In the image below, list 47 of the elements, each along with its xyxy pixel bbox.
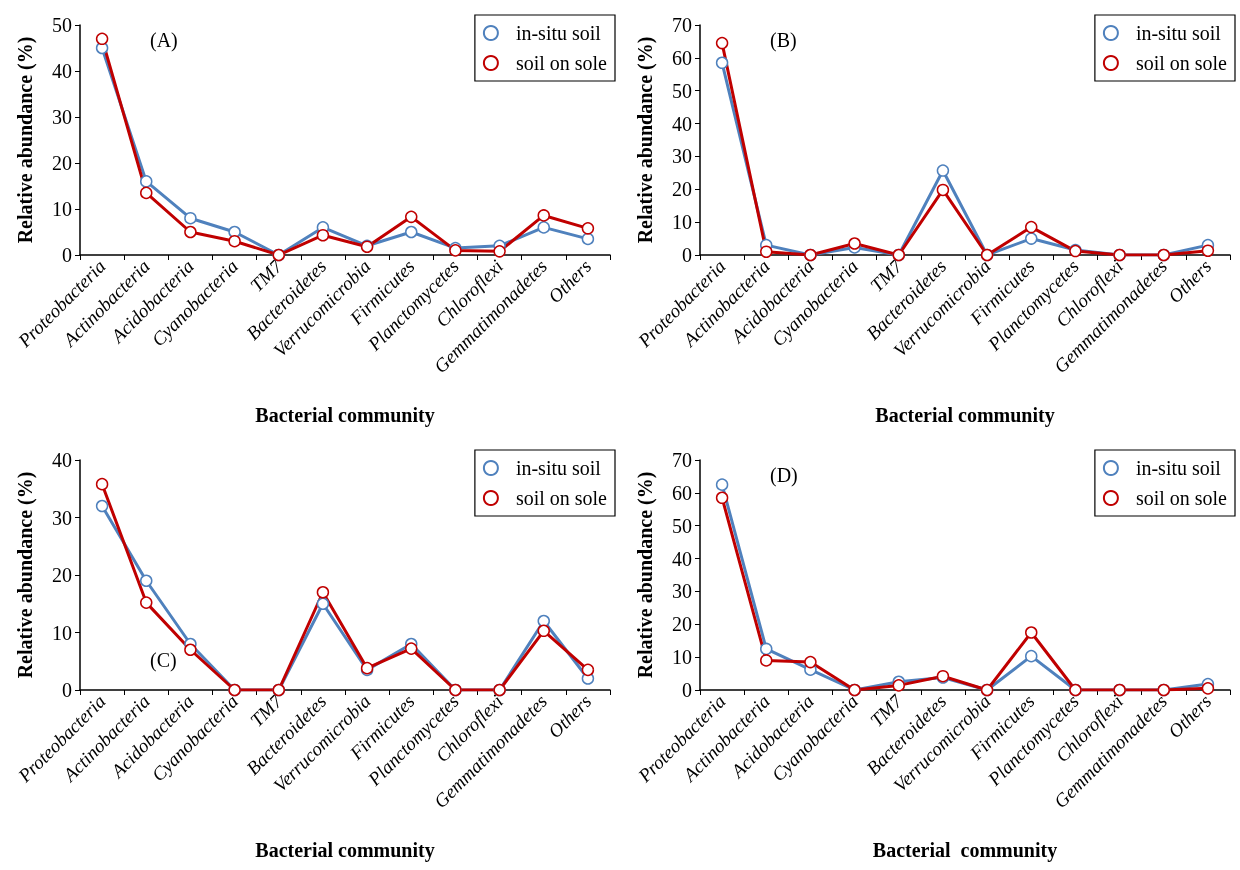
y-tick-label: 30: [52, 106, 72, 128]
y-tick-label: 10: [52, 198, 72, 220]
annotation: (B): [770, 29, 797, 52]
y-axis-title: Relative abundance (%): [14, 471, 37, 679]
y-tick-label: 30: [672, 580, 692, 603]
x-axis-title: Bacterial community: [875, 404, 1055, 427]
legend-label: soil on sole: [515, 52, 608, 74]
y-tick-label: 40: [52, 449, 72, 471]
y-axis-title: Relative abundance (%): [634, 36, 657, 244]
annotation: (D): [770, 464, 798, 487]
y-tick-label: 30: [52, 506, 72, 529]
x-axis-title: Bacterial community: [255, 839, 435, 862]
y-tick-label: 20: [672, 613, 692, 636]
y-tick-label: 40: [672, 112, 692, 135]
y-tick-label: 0: [682, 679, 692, 701]
y-tick-label: 20: [52, 152, 72, 174]
legend-label: soil on sole: [1135, 487, 1228, 509]
y-tick-label: 60: [672, 46, 692, 69]
y-tick-label: 10: [52, 621, 72, 644]
y-tick-label: 30: [672, 145, 692, 168]
legend-label: in-situ soil: [515, 22, 602, 44]
legend-label: soil on sole: [515, 487, 608, 509]
annotation: (C): [150, 649, 177, 672]
y-tick-label: 50: [672, 514, 692, 537]
legend-label: in-situ soil: [1135, 457, 1222, 479]
y-axis-title: Relative abundance (%): [634, 471, 657, 679]
legend-label: soil on sole: [1135, 52, 1228, 74]
legend-label: in-situ soil: [515, 457, 602, 479]
y-tick-label: 10: [672, 646, 692, 669]
y-tick-label: 10: [672, 211, 692, 234]
y-tick-label: 20: [52, 564, 72, 586]
y-tick-label: 0: [682, 244, 692, 266]
y-tick-label: 70: [672, 449, 692, 471]
x-axis-title: Bacterial community: [872, 839, 1058, 862]
y-tick-label: 40: [52, 60, 72, 82]
y-tick-label: 0: [62, 244, 72, 266]
y-tick-label: 50: [672, 79, 692, 102]
y-axis-title: Relative abundance (%): [14, 36, 37, 244]
y-tick-label: 70: [672, 14, 692, 36]
x-axis-title: Bacterial community: [255, 404, 435, 427]
y-tick-label: 0: [62, 679, 72, 701]
y-tick-label: 20: [672, 178, 692, 201]
y-tick-label: 50: [52, 14, 72, 36]
y-tick-label: 60: [672, 481, 692, 504]
legend-label: in-situ soil: [1135, 22, 1222, 44]
annotation: (A): [150, 29, 178, 52]
y-tick-label: 40: [672, 547, 692, 570]
